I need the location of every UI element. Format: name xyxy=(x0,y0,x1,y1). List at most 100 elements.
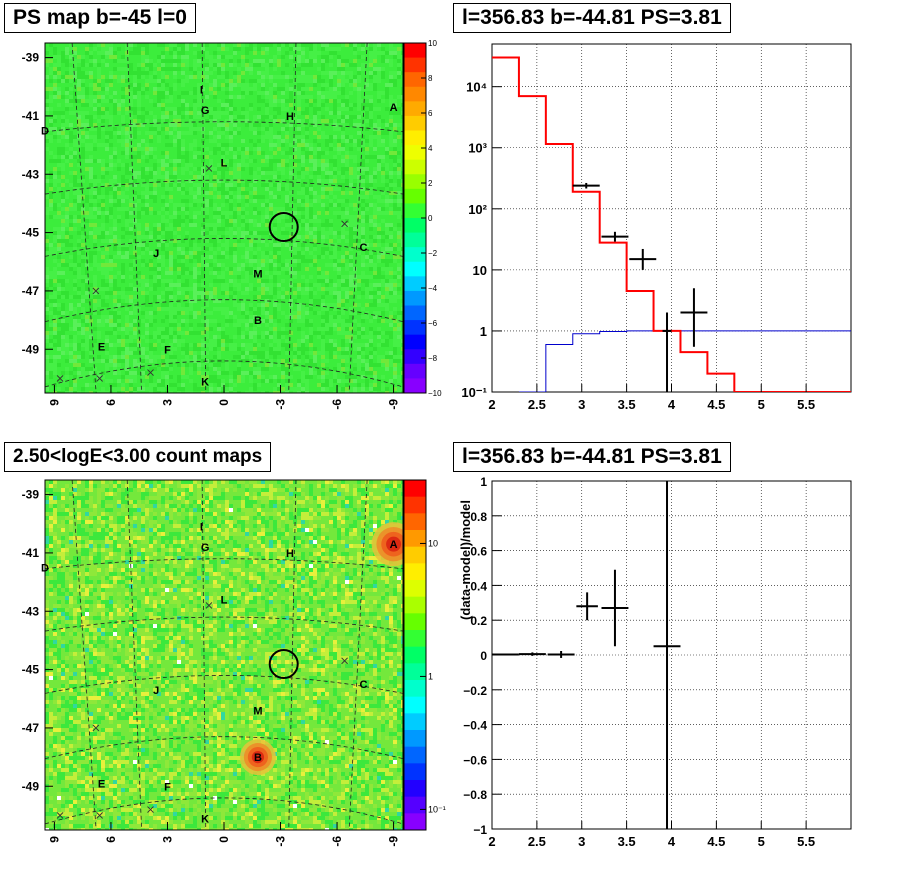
map-pixel xyxy=(125,347,129,351)
map-pixel xyxy=(389,191,393,195)
map-pixel xyxy=(261,139,265,143)
map-pixel xyxy=(49,127,53,131)
map-pixel xyxy=(165,367,169,371)
map-pixel xyxy=(309,375,313,379)
map-pixel xyxy=(277,267,281,271)
map-pixel xyxy=(189,187,193,191)
map-pixel xyxy=(129,199,133,203)
map-pixel xyxy=(57,75,61,79)
map-pixel xyxy=(373,155,377,159)
map-pixel xyxy=(333,379,337,383)
map-pixel xyxy=(305,79,309,83)
map-pixel xyxy=(177,335,181,339)
map-pixel xyxy=(57,215,61,219)
map-pixel xyxy=(381,219,385,223)
map-pixel xyxy=(185,167,189,171)
map-pixel xyxy=(193,143,197,147)
map-pixel xyxy=(385,480,389,484)
map-pixel xyxy=(53,480,57,484)
map-pixel xyxy=(293,355,297,359)
map-pixel xyxy=(205,119,209,123)
map-pixel xyxy=(317,95,321,99)
map-pixel xyxy=(85,271,89,275)
map-pixel xyxy=(221,179,225,183)
map-pixel xyxy=(129,267,133,271)
map-pixel xyxy=(205,95,209,99)
map-pixel xyxy=(169,227,173,231)
map-pixel xyxy=(245,51,249,55)
map-pixel xyxy=(381,143,385,147)
map-pixel xyxy=(125,139,129,143)
map-pixel xyxy=(81,211,85,215)
map-pixel xyxy=(273,151,277,155)
map-pixel xyxy=(361,135,365,139)
map-pixel xyxy=(397,231,401,235)
map-pixel xyxy=(369,371,373,375)
map-pixel xyxy=(325,95,329,99)
map-pixel xyxy=(357,123,361,127)
map-pixel xyxy=(81,111,85,115)
map-pixel xyxy=(309,283,313,287)
map-pixel xyxy=(349,343,353,347)
map-pixel xyxy=(65,123,69,127)
map-pixel xyxy=(301,207,305,211)
map-pixel xyxy=(349,227,353,231)
map-pixel xyxy=(101,255,105,259)
map-pixel xyxy=(105,91,109,95)
map-pixel xyxy=(393,315,397,319)
map-pixel xyxy=(177,331,181,335)
map-pixel xyxy=(113,127,117,131)
map-pixel xyxy=(305,267,309,271)
map-pixel xyxy=(89,355,93,359)
map-pixel xyxy=(85,331,89,335)
map-pixel xyxy=(345,99,349,103)
map-pixel xyxy=(181,207,185,211)
map-pixel xyxy=(181,283,185,287)
map-pixel xyxy=(309,307,313,311)
map-pixel xyxy=(169,107,173,111)
map-pixel xyxy=(185,75,189,79)
map-pixel xyxy=(341,67,345,71)
map-pixel xyxy=(173,127,177,131)
map-pixel xyxy=(129,227,133,231)
map-pixel xyxy=(165,183,169,187)
map-pixel xyxy=(197,175,201,179)
map-pixel xyxy=(209,375,213,379)
map-pixel xyxy=(261,203,265,207)
map-pixel xyxy=(365,367,369,371)
map-pixel xyxy=(193,387,197,391)
map-pixel xyxy=(249,323,253,327)
map-pixel xyxy=(337,484,341,488)
map-pixel xyxy=(217,275,221,279)
map-pixel xyxy=(353,227,357,231)
map-pixel xyxy=(173,107,177,111)
map-pixel xyxy=(181,143,185,147)
map-pixel xyxy=(233,243,237,247)
map-pixel xyxy=(345,335,349,339)
map-pixel xyxy=(229,231,233,235)
map-pixel xyxy=(109,99,113,103)
map-pixel xyxy=(369,75,373,79)
map-pixel xyxy=(161,183,165,187)
map-pixel xyxy=(81,235,85,239)
map-pixel xyxy=(137,339,141,343)
map-pixel xyxy=(113,99,117,103)
map-pixel xyxy=(373,267,377,271)
map-pixel xyxy=(261,159,265,163)
map-pixel xyxy=(277,63,281,67)
map-pixel xyxy=(281,484,285,488)
map-pixel xyxy=(57,79,61,83)
map-pixel xyxy=(177,363,181,367)
map-pixel xyxy=(333,339,337,343)
map-pixel xyxy=(193,131,197,135)
y-tick-label: -45 xyxy=(22,226,40,240)
map-pixel xyxy=(173,231,177,235)
map-pixel xyxy=(373,239,377,243)
map-pixel xyxy=(137,115,141,119)
map-pixel xyxy=(393,127,397,131)
map-pixel xyxy=(61,327,65,331)
map-pixel xyxy=(145,223,149,227)
map-pixel xyxy=(397,223,401,227)
map-pixel xyxy=(161,195,165,199)
map-pixel xyxy=(169,303,173,307)
